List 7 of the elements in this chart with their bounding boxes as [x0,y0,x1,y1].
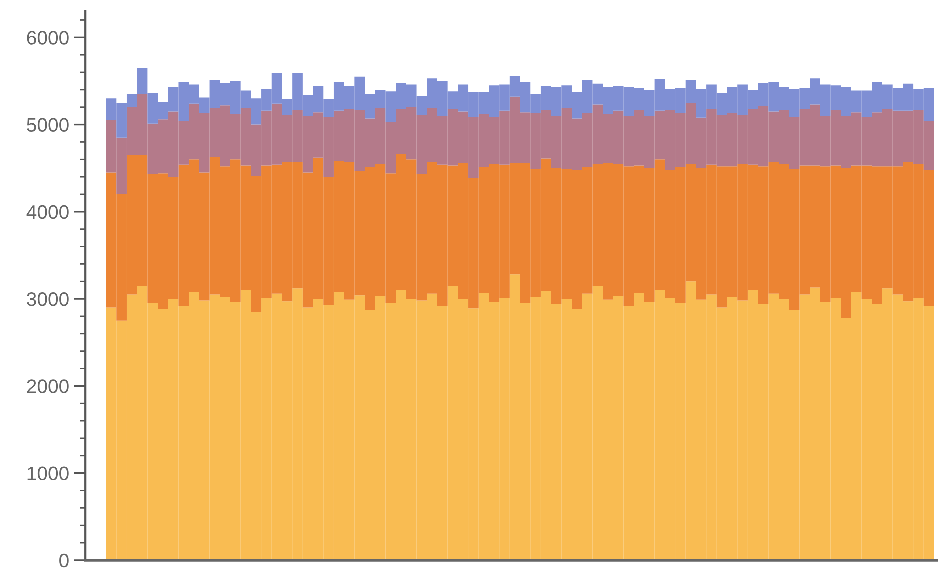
y-tick-label: 4000 [26,205,69,220]
y-tick-label: 5000 [27,118,69,132]
y-tick-label: 3000 [27,292,69,306]
y-tick-label: 2000 [27,380,69,394]
y-tick-label: 0 [60,554,69,568]
y-tick-label: 6000 [27,31,69,45]
y-tick-label: 1000 [28,466,69,481]
